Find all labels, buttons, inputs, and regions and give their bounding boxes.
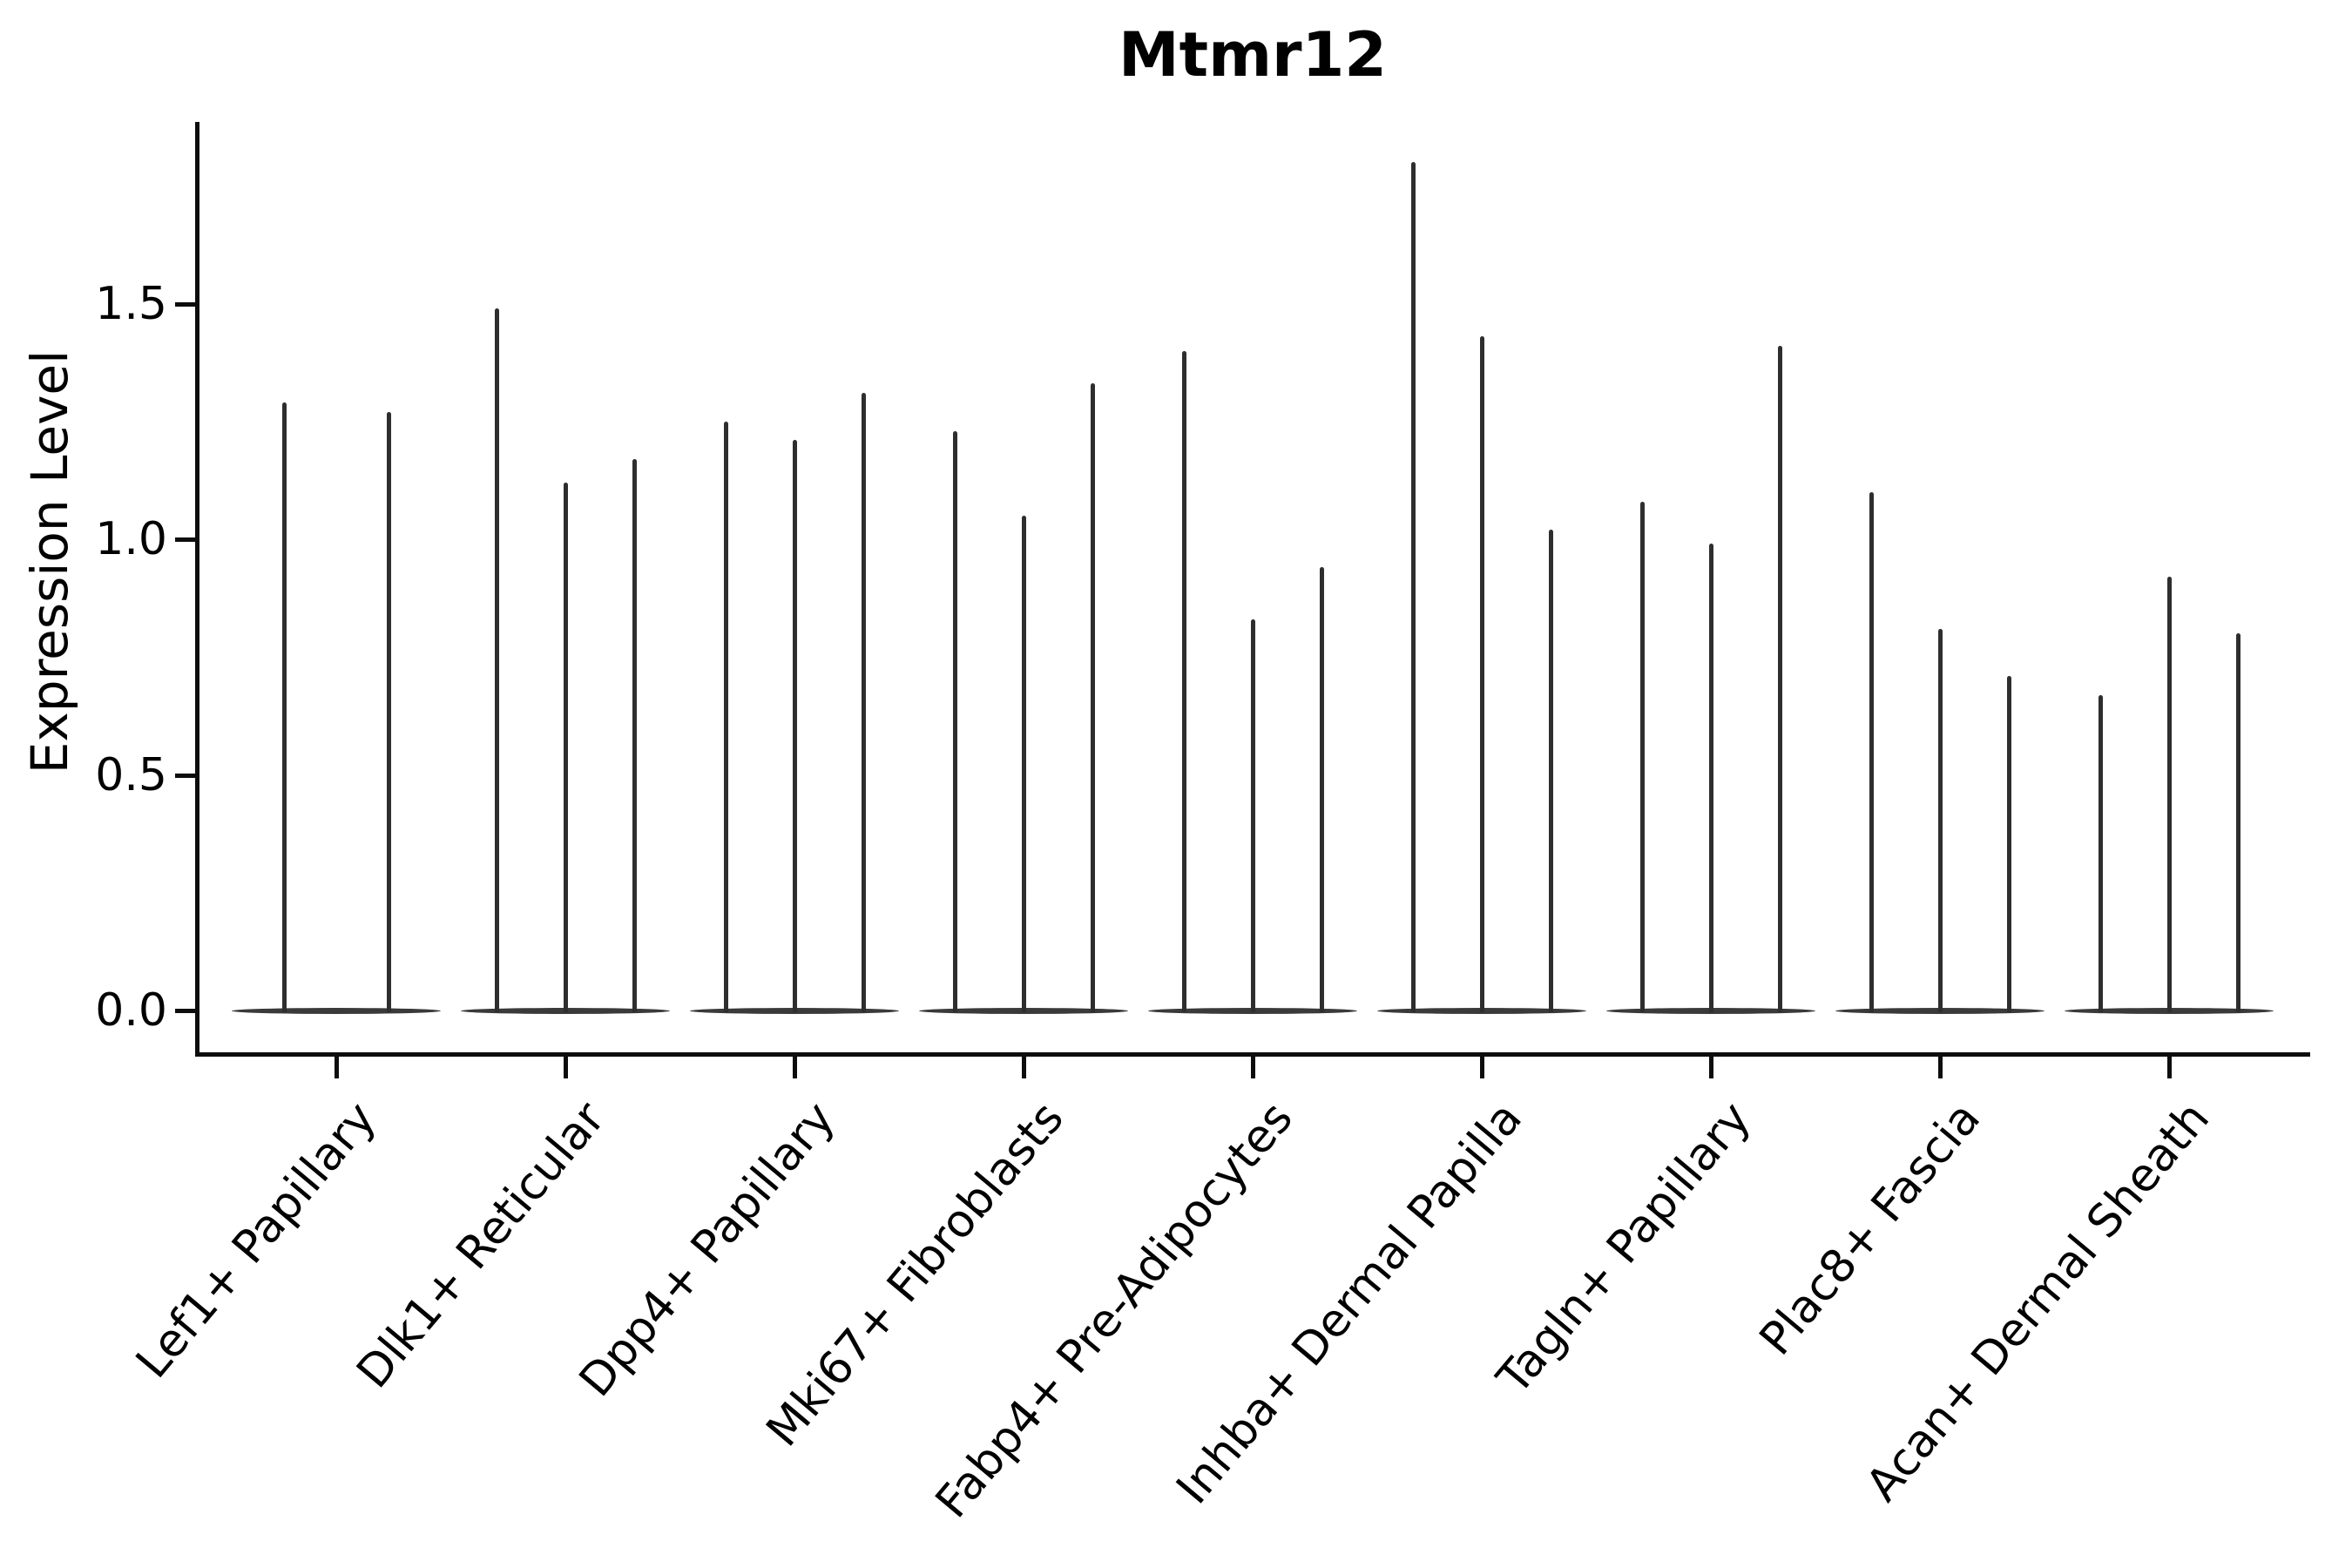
x-tick-mark xyxy=(564,1056,568,1078)
violin-spike xyxy=(861,393,866,1012)
violin-spike xyxy=(386,411,391,1012)
y-tick-mark xyxy=(175,301,196,307)
violin-spike xyxy=(1479,336,1484,1012)
violin-spike xyxy=(1777,346,1782,1012)
y-tick-mark xyxy=(175,537,196,542)
violin-spike xyxy=(1319,567,1324,1012)
x-tick-mark xyxy=(2167,1056,2172,1078)
violin-baseline xyxy=(232,1007,441,1014)
y-tick-label: 0.0 xyxy=(95,984,167,1037)
violin-spike xyxy=(952,430,957,1012)
x-axis-spine xyxy=(195,1052,2310,1057)
violin-spike xyxy=(2166,577,2172,1012)
violin-spike xyxy=(1639,501,1645,1012)
y-tick-label: 1.0 xyxy=(95,513,167,565)
violin-spike xyxy=(723,421,728,1012)
y-axis-label: Expression Level xyxy=(20,349,79,774)
x-tick-mark xyxy=(1251,1056,1255,1078)
violin-spike xyxy=(1708,544,1713,1012)
x-category-label: Plac8+ Fascia xyxy=(1749,1092,1990,1366)
y-axis-spine xyxy=(195,122,199,1056)
violin-spike xyxy=(2235,633,2240,1012)
x-category-label: Dlk1+ Reticular xyxy=(347,1092,616,1398)
violin-spike xyxy=(1090,383,1095,1012)
violin-spike xyxy=(1181,350,1186,1012)
y-tick-mark xyxy=(175,1009,196,1013)
violin-spike xyxy=(2006,675,2011,1012)
violin-spike xyxy=(1937,628,1943,1012)
x-tick-mark xyxy=(1480,1056,1484,1078)
violin-spike xyxy=(1869,491,1874,1012)
chart-title: Mtmr12 xyxy=(1119,19,1387,91)
violin-spike xyxy=(563,483,568,1012)
y-tick-mark xyxy=(175,773,196,778)
x-category-label: Dpp4+ Papillary xyxy=(569,1092,845,1407)
x-category-label: Lef1+ Papillary xyxy=(126,1092,387,1389)
y-tick-label: 0.5 xyxy=(95,748,167,801)
violin-spike xyxy=(494,308,499,1012)
violin-spike xyxy=(1410,162,1416,1012)
y-tick-label: 1.5 xyxy=(95,277,167,330)
violin-spike xyxy=(792,440,797,1012)
x-tick-mark xyxy=(1938,1056,1943,1078)
violin-spike xyxy=(2098,694,2103,1012)
violin-spike xyxy=(632,459,637,1012)
x-tick-mark xyxy=(1709,1056,1713,1078)
x-tick-mark xyxy=(793,1056,797,1078)
x-tick-mark xyxy=(335,1056,339,1078)
violin-spike xyxy=(1021,515,1026,1012)
violin-spike xyxy=(1250,618,1255,1012)
x-category-label: Tagln+ Papillary xyxy=(1487,1092,1761,1404)
violin-spike xyxy=(1548,530,1553,1012)
x-tick-mark xyxy=(1022,1056,1026,1078)
violin-spike xyxy=(281,402,287,1012)
